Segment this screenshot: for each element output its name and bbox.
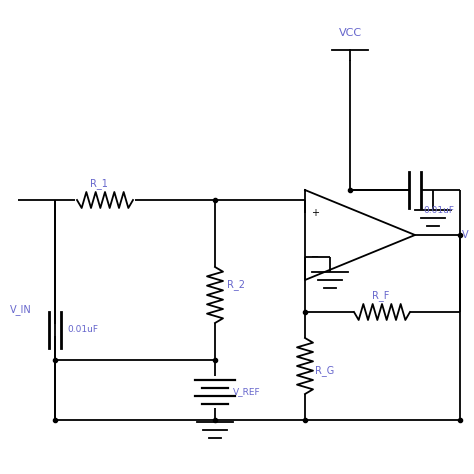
Text: R_1: R_1 bbox=[90, 178, 108, 189]
Text: R_2: R_2 bbox=[227, 280, 245, 291]
Text: V: V bbox=[462, 230, 469, 240]
Text: R_G: R_G bbox=[315, 365, 334, 376]
Text: 0.01uF: 0.01uF bbox=[423, 206, 454, 215]
Text: VCC: VCC bbox=[338, 28, 362, 38]
Text: 0.01uF: 0.01uF bbox=[67, 326, 98, 335]
Text: R_F: R_F bbox=[372, 290, 389, 301]
Text: −: − bbox=[311, 252, 319, 262]
Text: V_REF: V_REF bbox=[233, 388, 261, 396]
Text: V_IN: V_IN bbox=[10, 305, 32, 316]
Text: +: + bbox=[311, 208, 319, 218]
